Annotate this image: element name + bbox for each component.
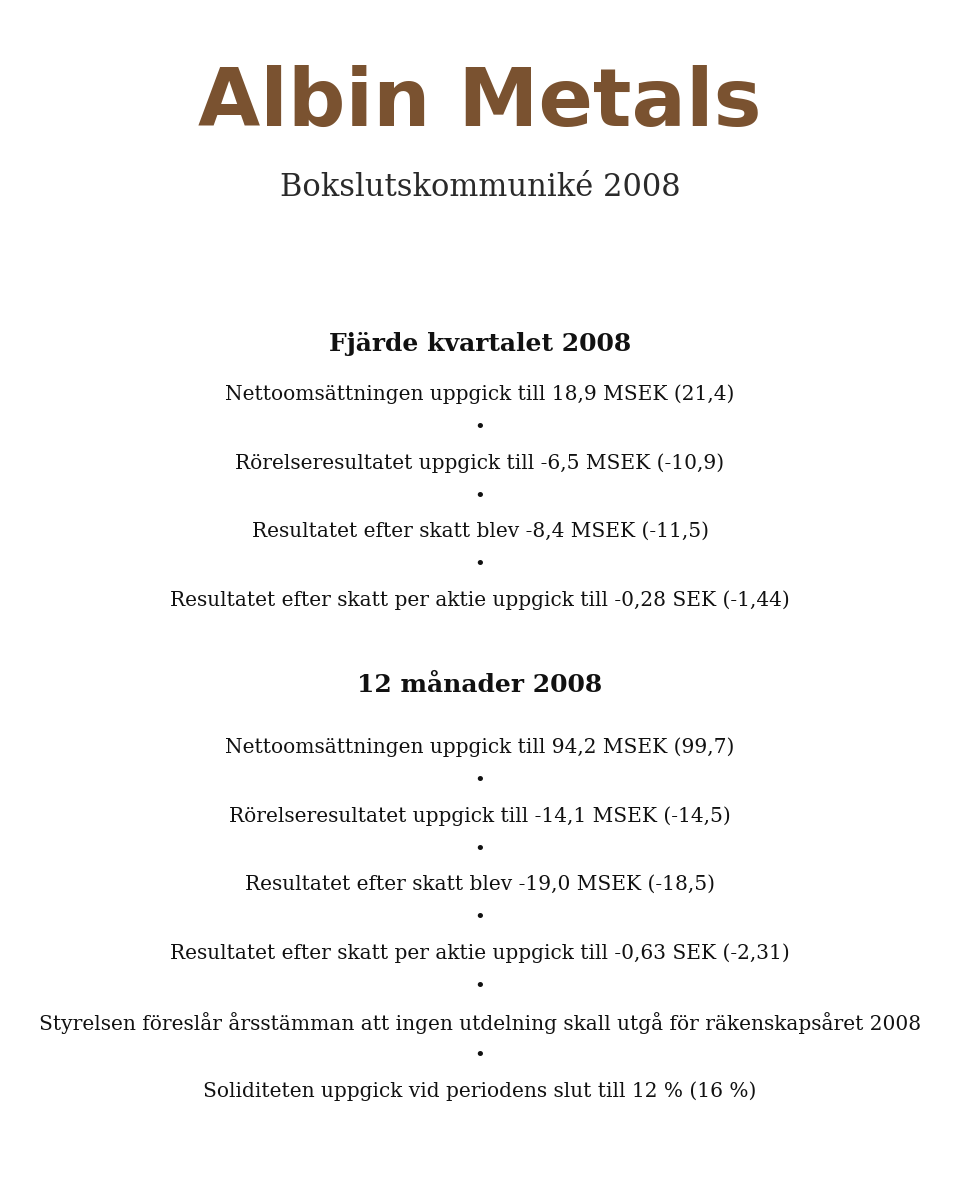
- Text: •: •: [474, 772, 486, 790]
- Text: Resultatet efter skatt per aktie uppgick till -0,63 SEK (-2,31): Resultatet efter skatt per aktie uppgick…: [170, 944, 790, 964]
- Text: Nettoomsättningen uppgick till 18,9 MSEK (21,4): Nettoomsättningen uppgick till 18,9 MSEK…: [226, 385, 734, 405]
- Text: •: •: [474, 841, 486, 858]
- Text: Albin Metals: Albin Metals: [198, 65, 762, 143]
- Text: Resultatet efter skatt blev -8,4 MSEK (-11,5): Resultatet efter skatt blev -8,4 MSEK (-…: [252, 522, 708, 541]
- Text: Rörelseresultatet uppgick till -6,5 MSEK (-10,9): Rörelseresultatet uppgick till -6,5 MSEK…: [235, 453, 725, 474]
- Text: 12 månader 2008: 12 månader 2008: [357, 673, 603, 696]
- Text: Nettoomsättningen uppgick till 94,2 MSEK (99,7): Nettoomsättningen uppgick till 94,2 MSEK…: [226, 738, 734, 758]
- Text: Fjärde kvartalet 2008: Fjärde kvartalet 2008: [329, 332, 631, 355]
- Text: •: •: [474, 909, 486, 927]
- Text: •: •: [474, 419, 486, 437]
- Text: Styrelsen föreslår årsstämman att ingen utdelning skall utgå för räkenskapsåret : Styrelsen föreslår årsstämman att ingen …: [39, 1012, 921, 1035]
- Text: •: •: [474, 488, 486, 506]
- Text: Soliditeten uppgick vid periodens slut till 12 % (16 %): Soliditeten uppgick vid periodens slut t…: [204, 1081, 756, 1101]
- Text: •: •: [474, 556, 486, 574]
- Text: Bokslutskommuniké 2008: Bokslutskommuniké 2008: [279, 172, 681, 202]
- Text: Resultatet efter skatt blev -19,0 MSEK (-18,5): Resultatet efter skatt blev -19,0 MSEK (…: [245, 875, 715, 894]
- Text: Resultatet efter skatt per aktie uppgick till -0,28 SEK (-1,44): Resultatet efter skatt per aktie uppgick…: [170, 591, 790, 611]
- Text: •: •: [474, 1047, 486, 1064]
- Text: Rörelseresultatet uppgick till -14,1 MSEK (-14,5): Rörelseresultatet uppgick till -14,1 MSE…: [229, 806, 731, 826]
- Text: •: •: [474, 978, 486, 996]
